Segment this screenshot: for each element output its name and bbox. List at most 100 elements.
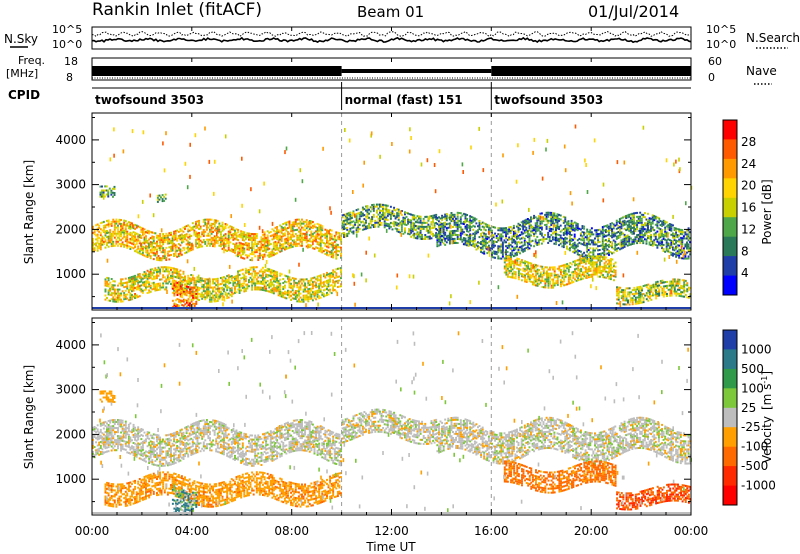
data-cell — [304, 286, 307, 289]
data-cell — [181, 284, 184, 286]
data-cell — [319, 296, 322, 299]
data-cell — [101, 229, 104, 232]
data-cell — [456, 234, 459, 236]
data-cell — [296, 286, 299, 289]
data-cell — [210, 218, 213, 221]
data-cell — [263, 243, 266, 246]
data-cell — [453, 233, 456, 236]
data-cell — [176, 292, 179, 294]
data-cell — [509, 248, 512, 251]
data-cell — [511, 274, 514, 277]
data-cell — [129, 241, 132, 244]
data-cell — [238, 247, 241, 250]
data-cell — [514, 240, 517, 243]
data-cell — [470, 220, 473, 222]
data-cell — [530, 216, 532, 219]
data-cell — [606, 230, 609, 233]
data-cell — [243, 231, 246, 234]
data-cell — [667, 228, 670, 231]
data-cell — [428, 227, 431, 230]
data-cell — [444, 233, 447, 236]
data-cell — [319, 276, 322, 279]
data-cell — [481, 247, 484, 250]
data-cell — [393, 212, 396, 215]
data-cell — [308, 234, 311, 237]
data-cell — [145, 245, 147, 248]
data-cell — [343, 232, 346, 234]
data-cell — [615, 219, 618, 222]
data-cell — [198, 222, 201, 224]
data-cell — [475, 248, 478, 251]
data-cell — [260, 244, 263, 247]
data-cell — [318, 233, 321, 236]
data-cell — [448, 216, 451, 219]
data-cell — [185, 247, 188, 250]
data-cell — [586, 256, 589, 259]
data-cell — [388, 227, 391, 230]
data-cell — [522, 269, 525, 272]
data-cell — [332, 246, 335, 249]
data-cell — [258, 256, 261, 259]
data-cell — [202, 288, 205, 290]
data-cell — [296, 218, 299, 221]
data-cell — [316, 289, 319, 292]
data-cell — [643, 222, 646, 225]
data-cell — [639, 241, 642, 244]
data-cell — [152, 240, 155, 242]
data-cell — [439, 231, 442, 234]
data-cell — [319, 238, 322, 241]
data-cell — [101, 221, 104, 224]
data-cell — [293, 225, 296, 228]
data-cell — [609, 251, 612, 254]
data-cell — [187, 240, 190, 243]
data-cell — [540, 232, 543, 235]
data-cell — [491, 247, 493, 250]
data-cell — [170, 283, 172, 285]
data-cell — [177, 237, 180, 239]
data-cell — [141, 249, 144, 252]
data-cell — [545, 278, 548, 281]
data-cell — [184, 291, 186, 294]
data-cell — [182, 230, 185, 233]
data-cell — [174, 244, 177, 247]
data-cell — [185, 299, 188, 302]
data-cell — [180, 235, 183, 238]
data-cell — [547, 215, 550, 218]
data-cell — [611, 246, 614, 249]
data-cell — [268, 270, 271, 273]
data-cell — [576, 227, 579, 230]
data-cell — [432, 232, 435, 235]
data-cell — [335, 249, 338, 252]
data-cell — [562, 219, 565, 222]
data-cell — [230, 250, 233, 253]
data-cell — [645, 218, 648, 221]
data-cell — [411, 234, 414, 237]
data-cell — [335, 268, 338, 271]
data-cell — [293, 229, 296, 232]
data-cell — [131, 284, 133, 287]
data-cell — [196, 220, 199, 223]
data-cell — [473, 239, 476, 242]
data-cell — [445, 219, 448, 222]
data-cell — [138, 236, 141, 239]
data-cell — [535, 270, 537, 273]
data-cell — [324, 276, 327, 279]
data-cell — [636, 222, 639, 224]
data-cell — [291, 229, 294, 232]
data-cell — [579, 238, 582, 241]
data-cell — [213, 241, 216, 244]
data-cell — [131, 282, 133, 284]
data-cell — [199, 245, 202, 248]
data-cell — [601, 240, 604, 243]
data-cell — [293, 281, 296, 284]
data-cell — [519, 262, 522, 265]
data-cell — [574, 272, 576, 275]
data-cell — [109, 229, 112, 232]
data-cell — [182, 304, 185, 307]
data-cell — [262, 244, 264, 246]
data-cell — [152, 285, 155, 288]
data-cell — [391, 210, 394, 213]
data-cell — [148, 232, 151, 235]
data-cell — [661, 231, 664, 233]
data-cell — [251, 237, 254, 239]
